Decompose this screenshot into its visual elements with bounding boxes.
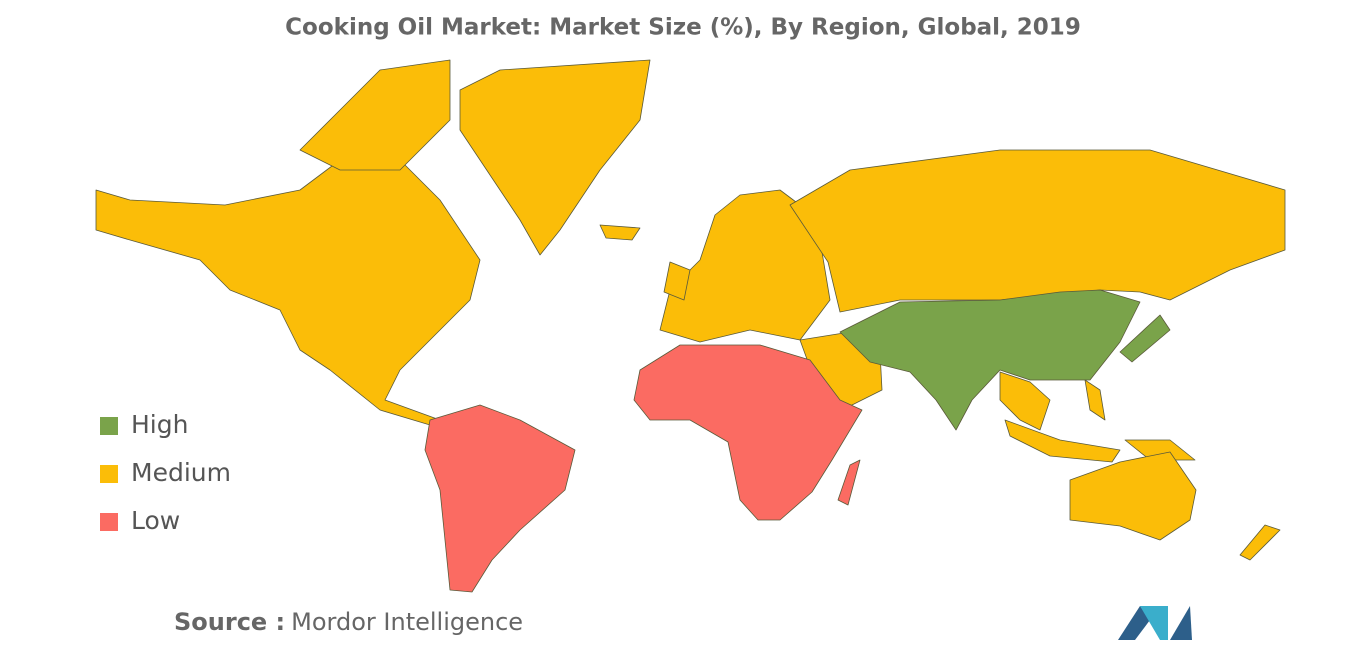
region-japan xyxy=(1119,314,1171,363)
region-arctic-islands xyxy=(299,59,451,171)
region-north-america xyxy=(95,149,481,426)
legend-swatch xyxy=(100,465,118,483)
region-southeast-asia xyxy=(999,371,1051,431)
region-indonesia xyxy=(1004,419,1121,463)
legend-swatch xyxy=(100,513,118,531)
region-asia-high xyxy=(839,289,1141,431)
source-label: Source : xyxy=(174,608,285,636)
region-uk xyxy=(663,261,691,301)
legend-swatch xyxy=(100,417,118,435)
region-russia xyxy=(789,149,1286,313)
region-iceland xyxy=(599,224,641,241)
region-africa xyxy=(633,344,863,521)
logo xyxy=(1118,606,1192,640)
region-south-america xyxy=(424,404,576,593)
legend: High Medium Low xyxy=(100,410,231,535)
source-name: Mordor Intelligence xyxy=(291,608,523,636)
region-greenland xyxy=(459,59,651,256)
map-title: Cooking Oil Market: Market Size (%), By … xyxy=(285,15,1081,41)
legend-label: Low xyxy=(131,506,180,535)
source-text: Source : Mordor Intelligence xyxy=(174,608,523,636)
region-new-guinea xyxy=(1124,439,1196,461)
region-australia xyxy=(1069,451,1197,541)
region-philippines xyxy=(1084,379,1106,421)
legend-label: High xyxy=(131,410,188,439)
region-madagascar xyxy=(837,459,861,506)
region-new-zealand xyxy=(1239,524,1281,561)
legend-label: Medium xyxy=(131,458,231,487)
world-map xyxy=(95,59,1286,593)
